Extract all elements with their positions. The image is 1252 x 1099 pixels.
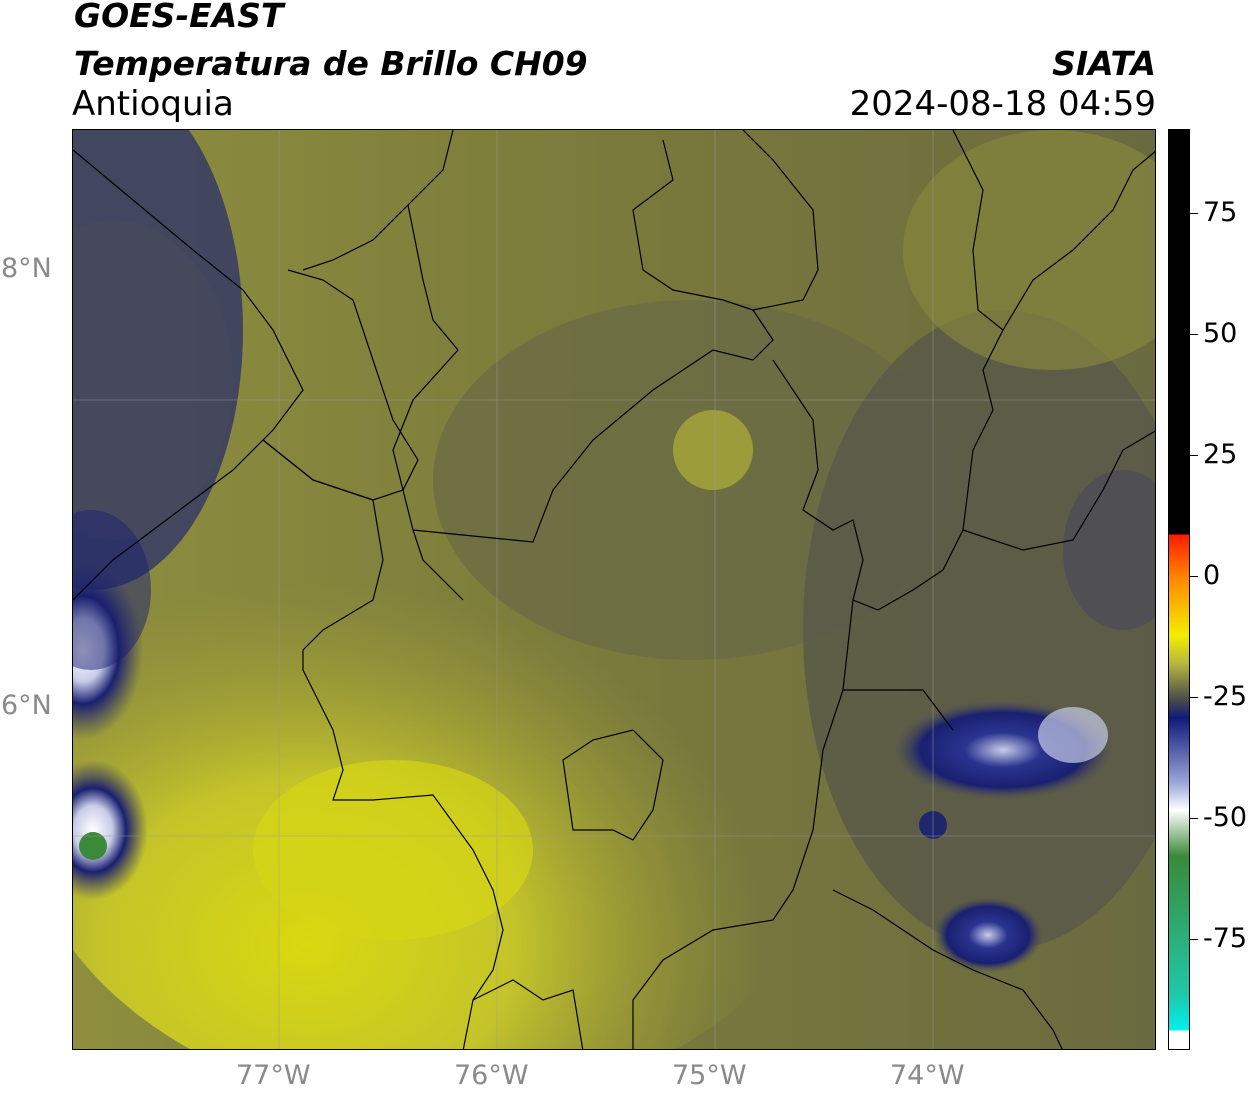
- lat-label-8n: 8°N: [1, 253, 52, 284]
- colorbar-label: 50: [1203, 318, 1238, 349]
- agency-label: SIATA: [1052, 44, 1156, 83]
- cold-cloud-west: [73, 760, 148, 900]
- brightness-temperature-map: [72, 129, 1156, 1050]
- colorbar-label: -25: [1203, 681, 1248, 712]
- convective-cloud-core: [1038, 707, 1108, 763]
- coldest-spot: [79, 832, 107, 860]
- lat-label-6n: 6°N: [1, 690, 52, 721]
- colorbar-tick: [1190, 818, 1198, 819]
- map-canvas: [73, 130, 1155, 1049]
- region-label: Antioquia: [72, 84, 234, 124]
- colorbar-label: 0: [1203, 560, 1221, 591]
- lon-label-75w: 75°W: [672, 1060, 747, 1091]
- colorbar-tick: [1190, 455, 1198, 456]
- political-borders: [73, 130, 1155, 1049]
- graticule: [73, 130, 1155, 1049]
- colorbar-label: 25: [1203, 439, 1238, 470]
- lon-label-76w: 76°W: [454, 1060, 529, 1091]
- colorbar-tick: [1190, 697, 1198, 698]
- warm-core: [253, 760, 533, 940]
- product-title: Temperatura de Brillo CH09: [74, 44, 588, 83]
- gray-zone: [1063, 470, 1155, 630]
- colorbar-label: -50: [1203, 802, 1248, 833]
- lon-label-74w: 74°W: [890, 1060, 965, 1091]
- datetime-label: 2024-08-18 04:59: [849, 84, 1156, 124]
- colorbar-tick: [1190, 576, 1198, 577]
- colorbar-tick: [1190, 939, 1198, 940]
- colorbar-label: 75: [1203, 197, 1238, 228]
- cold-coast: [73, 510, 151, 670]
- olive-zone: [903, 130, 1155, 370]
- satellite-title: GOES-EAST: [74, 0, 284, 35]
- convective-cloud: [933, 897, 1043, 973]
- lon-label-77w: 77°W: [236, 1060, 311, 1091]
- olive-patch: [673, 410, 753, 490]
- cold-coast: [73, 220, 233, 540]
- temperature-colorbar: [1168, 129, 1190, 1050]
- colorbar-tick: [1190, 334, 1198, 335]
- warm-zone: [73, 450, 853, 1049]
- colorbar-label: -75: [1203, 923, 1248, 954]
- colorbar-tick: [1190, 213, 1198, 214]
